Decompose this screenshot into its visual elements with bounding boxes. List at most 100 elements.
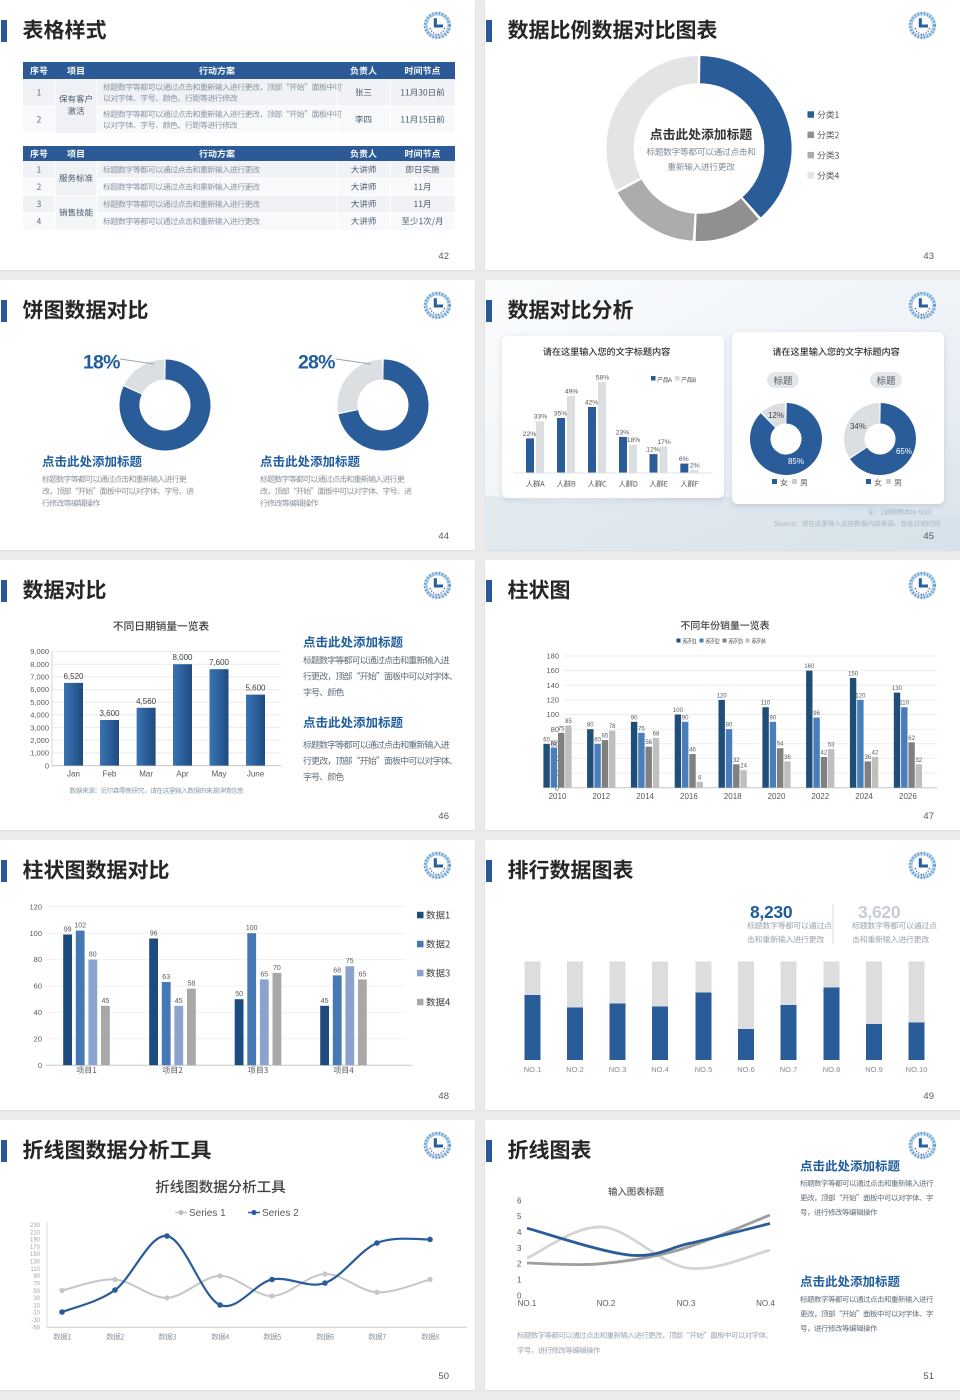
svg-text:18%: 18% xyxy=(627,437,641,444)
svg-text:51: 51 xyxy=(923,1371,934,1382)
svg-text:NO.10: NO.10 xyxy=(906,1065,928,1074)
svg-text:99: 99 xyxy=(64,927,72,934)
svg-text:50: 50 xyxy=(33,1289,40,1295)
svg-text:2,000: 2,000 xyxy=(30,736,49,745)
svg-text:58: 58 xyxy=(188,981,196,988)
svg-text:60: 60 xyxy=(543,737,550,743)
svg-text:49: 49 xyxy=(923,1091,934,1102)
svg-text:100: 100 xyxy=(673,708,684,714)
svg-text:80: 80 xyxy=(89,952,97,959)
svg-text:32: 32 xyxy=(733,758,740,764)
svg-text:2020: 2020 xyxy=(768,792,786,801)
svg-text:230: 230 xyxy=(30,1223,41,1229)
svg-text:65%: 65% xyxy=(896,447,912,456)
svg-text:2%: 2% xyxy=(690,462,700,469)
svg-text:36: 36 xyxy=(784,755,791,761)
svg-text:60: 60 xyxy=(551,739,559,748)
svg-text:2016: 2016 xyxy=(680,792,698,801)
svg-text:5,000: 5,000 xyxy=(30,698,49,707)
svg-text:7,000: 7,000 xyxy=(30,673,49,682)
svg-text:20: 20 xyxy=(34,1034,42,1043)
svg-text:6%: 6% xyxy=(679,456,689,463)
svg-text:40: 40 xyxy=(34,1008,42,1017)
svg-text:120: 120 xyxy=(717,693,728,699)
svg-text:2018: 2018 xyxy=(724,792,742,801)
svg-text:47: 47 xyxy=(923,811,934,822)
svg-text:7,600: 7,600 xyxy=(209,658,230,667)
svg-text:1: 1 xyxy=(517,1276,522,1285)
svg-text:65: 65 xyxy=(359,971,367,978)
svg-text:8: 8 xyxy=(698,775,702,781)
svg-text:NO.5: NO.5 xyxy=(695,1065,713,1074)
svg-text:Series 2: Series 2 xyxy=(262,1208,299,1219)
svg-text:-50: -50 xyxy=(31,1325,40,1331)
svg-text:68: 68 xyxy=(653,731,660,737)
svg-text:4: 4 xyxy=(517,1228,522,1237)
svg-text:2022: 2022 xyxy=(811,792,829,801)
svg-text:4,000: 4,000 xyxy=(30,711,49,720)
svg-text:75: 75 xyxy=(346,958,354,965)
svg-text:NO.7: NO.7 xyxy=(780,1065,798,1074)
svg-text:96: 96 xyxy=(150,931,158,938)
svg-text:75: 75 xyxy=(558,726,565,732)
svg-text:23%: 23% xyxy=(616,429,630,436)
svg-text:30: 30 xyxy=(33,1296,40,1302)
svg-text:8,230: 8,230 xyxy=(750,902,793,922)
svg-text:70: 70 xyxy=(273,965,281,972)
svg-text:5,600: 5,600 xyxy=(245,684,266,693)
svg-text:45: 45 xyxy=(923,531,934,542)
svg-text:22%: 22% xyxy=(523,431,537,438)
svg-text:1,000: 1,000 xyxy=(30,749,49,758)
svg-text:190: 190 xyxy=(30,1238,41,1244)
svg-text:18%: 18% xyxy=(83,352,120,374)
svg-text:50: 50 xyxy=(438,1371,449,1382)
svg-text:NO.3: NO.3 xyxy=(609,1065,627,1074)
svg-text:35%: 35% xyxy=(554,411,568,418)
svg-text:90: 90 xyxy=(631,715,638,721)
svg-text:NO.4: NO.4 xyxy=(651,1065,669,1074)
svg-text:63: 63 xyxy=(162,974,170,981)
svg-text:8,000: 8,000 xyxy=(30,660,49,669)
svg-text:120: 120 xyxy=(29,902,42,911)
svg-text:120: 120 xyxy=(546,696,559,705)
svg-text:65: 65 xyxy=(602,734,609,740)
svg-text:NO.2: NO.2 xyxy=(597,1299,616,1308)
svg-text:170: 170 xyxy=(30,1245,41,1251)
svg-text:4,560: 4,560 xyxy=(136,697,157,706)
svg-text:42: 42 xyxy=(821,751,828,757)
svg-text:75: 75 xyxy=(638,726,645,732)
svg-text:3,000: 3,000 xyxy=(30,723,49,732)
svg-text:120: 120 xyxy=(855,693,866,699)
svg-text:54: 54 xyxy=(777,742,784,748)
svg-text:3: 3 xyxy=(517,1244,522,1253)
svg-text:2: 2 xyxy=(517,1260,522,1269)
svg-text:June: June xyxy=(247,770,265,779)
svg-text:NO.9: NO.9 xyxy=(865,1065,883,1074)
svg-text:80: 80 xyxy=(726,723,733,729)
svg-text:2010: 2010 xyxy=(549,792,567,801)
svg-text:10: 10 xyxy=(33,1303,40,1309)
svg-text:NO.1: NO.1 xyxy=(518,1299,537,1308)
svg-text:150: 150 xyxy=(30,1252,41,1258)
svg-text:46: 46 xyxy=(438,811,449,822)
svg-text:100: 100 xyxy=(546,710,559,719)
svg-text:110: 110 xyxy=(761,701,771,707)
svg-text:130: 130 xyxy=(30,1260,41,1266)
svg-text:NO.4: NO.4 xyxy=(756,1299,775,1308)
svg-text:34%: 34% xyxy=(850,422,866,431)
svg-text:80: 80 xyxy=(551,725,559,734)
svg-text:2026: 2026 xyxy=(899,792,917,801)
svg-text:42%: 42% xyxy=(585,400,599,407)
svg-text:56: 56 xyxy=(645,740,652,746)
svg-text:62: 62 xyxy=(908,736,915,742)
svg-text:210: 210 xyxy=(30,1230,41,1236)
svg-text:100: 100 xyxy=(29,929,42,938)
svg-text:58%: 58% xyxy=(596,374,610,381)
svg-text:0: 0 xyxy=(517,1291,522,1300)
svg-text:12%: 12% xyxy=(768,411,784,420)
svg-text:110: 110 xyxy=(30,1267,40,1273)
svg-text:110: 110 xyxy=(899,701,909,707)
svg-text:46: 46 xyxy=(689,748,696,754)
svg-text:160: 160 xyxy=(546,666,559,675)
svg-text:2014: 2014 xyxy=(636,792,654,801)
